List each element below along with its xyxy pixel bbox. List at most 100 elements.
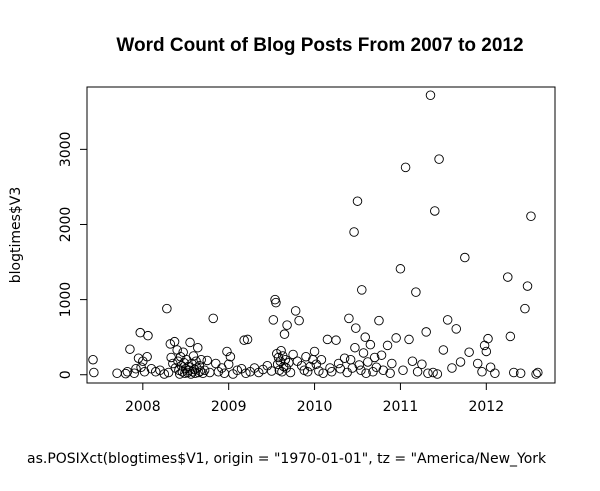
data-point bbox=[122, 366, 133, 377]
data-point bbox=[434, 154, 444, 164]
data-point bbox=[425, 90, 436, 101]
data-points bbox=[88, 90, 543, 379]
data-point bbox=[223, 359, 234, 369]
data-point bbox=[211, 358, 221, 369]
data-point bbox=[387, 358, 397, 369]
data-point bbox=[199, 365, 210, 375]
data-point bbox=[242, 334, 253, 345]
data-point bbox=[522, 281, 533, 291]
data-point bbox=[112, 368, 122, 378]
data-point bbox=[276, 345, 286, 356]
data-point bbox=[285, 367, 296, 378]
data-point bbox=[442, 315, 453, 325]
data-point bbox=[305, 361, 316, 372]
data-point bbox=[378, 365, 389, 375]
data-point bbox=[347, 363, 358, 373]
data-point bbox=[363, 357, 373, 367]
data-point bbox=[515, 368, 526, 378]
data-point bbox=[352, 196, 363, 206]
data-point bbox=[190, 368, 200, 378]
data-point bbox=[232, 365, 243, 375]
data-point bbox=[365, 339, 376, 350]
data-point bbox=[472, 358, 483, 369]
data-point bbox=[165, 339, 176, 349]
data-point bbox=[503, 272, 513, 282]
data-point bbox=[509, 367, 519, 378]
y-tick-label: 0 bbox=[58, 370, 74, 379]
data-point bbox=[360, 332, 370, 342]
data-point bbox=[342, 367, 352, 378]
x-axis: 2008 2009 2010 2011 2012 bbox=[125, 383, 504, 415]
data-point bbox=[481, 346, 492, 357]
data-point bbox=[438, 345, 449, 355]
data-point bbox=[309, 346, 320, 357]
data-point bbox=[411, 287, 421, 297]
data-point bbox=[301, 351, 311, 362]
data-point bbox=[139, 366, 150, 377]
data-point bbox=[382, 340, 393, 351]
data-point bbox=[241, 368, 251, 378]
data-point bbox=[193, 367, 204, 378]
data-point bbox=[385, 368, 395, 378]
data-point bbox=[417, 359, 427, 369]
data-point bbox=[322, 334, 333, 345]
data-point bbox=[349, 227, 359, 237]
data-point bbox=[520, 303, 530, 314]
data-point bbox=[271, 297, 281, 308]
data-point bbox=[222, 346, 232, 357]
data-point bbox=[316, 354, 327, 365]
x-tick-label: 2011 bbox=[383, 399, 419, 415]
data-point bbox=[421, 327, 431, 337]
data-point bbox=[344, 313, 354, 324]
data-point bbox=[159, 369, 170, 379]
data-point bbox=[125, 344, 135, 354]
data-point bbox=[294, 315, 304, 326]
data-point bbox=[412, 366, 423, 377]
data-point bbox=[219, 368, 230, 378]
x-tick-label: 2010 bbox=[297, 399, 333, 415]
data-point bbox=[391, 333, 401, 343]
y-tick-label: 2000 bbox=[58, 207, 74, 243]
data-point bbox=[404, 334, 414, 345]
data-point bbox=[423, 368, 433, 378]
data-point bbox=[447, 363, 457, 373]
data-point bbox=[202, 355, 212, 366]
data-point bbox=[331, 335, 341, 345]
data-point bbox=[361, 368, 371, 378]
data-point bbox=[208, 313, 218, 324]
data-point bbox=[371, 362, 382, 372]
x-tick-label: 2012 bbox=[468, 399, 504, 415]
data-point bbox=[485, 362, 496, 372]
data-point bbox=[278, 361, 289, 372]
data-point bbox=[356, 365, 366, 375]
data-point bbox=[150, 366, 161, 377]
data-point bbox=[533, 367, 543, 378]
data-point bbox=[455, 357, 466, 367]
data-point bbox=[89, 367, 99, 378]
data-point bbox=[290, 306, 301, 316]
data-point bbox=[163, 367, 174, 378]
data-point bbox=[369, 352, 380, 363]
data-point bbox=[460, 252, 470, 263]
data-point bbox=[131, 363, 141, 374]
data-point bbox=[526, 211, 536, 221]
data-point bbox=[225, 351, 236, 362]
data-point bbox=[196, 354, 206, 365]
data-point bbox=[333, 358, 344, 369]
data-point bbox=[339, 353, 350, 363]
data-point bbox=[376, 350, 387, 360]
data-point bbox=[279, 329, 290, 339]
data-point bbox=[213, 366, 224, 377]
data-point bbox=[175, 351, 186, 362]
y-tick-label: 1000 bbox=[58, 282, 74, 318]
data-point bbox=[358, 348, 369, 358]
data-point bbox=[185, 337, 195, 348]
data-point bbox=[432, 369, 443, 379]
data-point bbox=[505, 331, 516, 342]
data-point bbox=[314, 366, 324, 376]
data-point bbox=[143, 330, 153, 341]
data-point bbox=[266, 366, 277, 376]
data-point bbox=[326, 366, 337, 377]
x-tick-label: 2008 bbox=[125, 399, 161, 415]
data-point bbox=[345, 354, 356, 365]
